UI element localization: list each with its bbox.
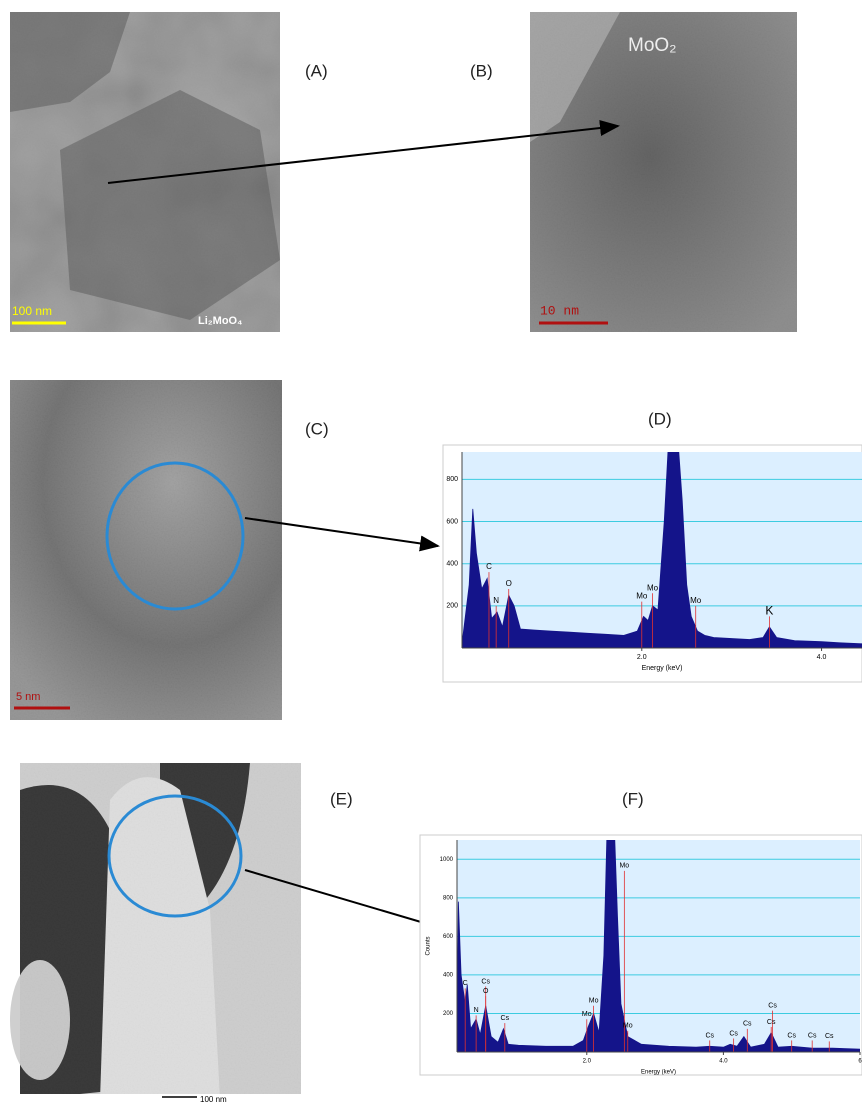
x-tick-label: 6 xyxy=(858,1059,862,1065)
peak-label: O xyxy=(483,988,489,995)
y-tick-label: 400 xyxy=(446,561,458,568)
image-c xyxy=(10,380,282,720)
image-b xyxy=(530,12,797,332)
panel-label: (B) xyxy=(470,61,493,80)
y-tick-label: 800 xyxy=(443,895,454,901)
peak-label: Mo xyxy=(647,583,659,592)
panel-label: (C) xyxy=(305,419,329,438)
x-tick-label: 2.0 xyxy=(637,654,647,661)
peak-label: Mo xyxy=(619,863,629,870)
y-tick-label: 600 xyxy=(446,518,458,525)
peak-label: Mo xyxy=(582,1011,592,1018)
peak-label: Mo xyxy=(690,596,702,605)
peak-label: O xyxy=(506,579,512,588)
plot xyxy=(457,840,860,1052)
spectrum xyxy=(457,840,860,1052)
y-tick-label: 600 xyxy=(443,934,454,940)
peak-label: Cs xyxy=(743,1021,752,1028)
scale-label: 10 nm xyxy=(540,303,579,318)
panel-label: (A) xyxy=(305,61,328,80)
image-e xyxy=(10,763,301,1106)
peak-label: Cs xyxy=(767,1019,776,1026)
peak-label: Cs xyxy=(705,1032,714,1039)
caption: MoO₂ xyxy=(628,35,677,56)
peak-label: Cs xyxy=(808,1032,817,1039)
plot-area xyxy=(457,840,860,1052)
highlight-circle xyxy=(107,794,243,918)
arrow xyxy=(244,517,440,552)
y-tick-label: 1000 xyxy=(440,857,454,863)
plot xyxy=(462,452,862,648)
panel-label: (E) xyxy=(330,789,353,808)
scale-label: 5 nm xyxy=(16,691,40,703)
x-tick-label: 4.0 xyxy=(719,1059,728,1065)
peak-label: C xyxy=(486,562,492,571)
peak-label: Cs xyxy=(729,1030,738,1037)
peak-label: C xyxy=(463,980,468,987)
peak-label: Mo xyxy=(636,592,648,601)
scale-label: 100 nm xyxy=(200,1095,227,1104)
peak-label: N xyxy=(474,1007,479,1014)
panel-label: (F) xyxy=(622,789,644,808)
x-axis-label: Energy (keV) xyxy=(642,665,683,672)
peak-label: Cs xyxy=(501,1015,510,1022)
peak-label: Cs xyxy=(768,1002,777,1009)
peak-label: K xyxy=(765,604,773,618)
image-a xyxy=(10,12,280,332)
y-tick-label: 200 xyxy=(443,1011,454,1017)
y-tick-label: 200 xyxy=(446,603,458,610)
peak-label: N xyxy=(493,596,499,605)
peak-label: Cs xyxy=(787,1032,796,1039)
caption: Li₂MoO₄ xyxy=(198,315,242,327)
highlight-circle xyxy=(105,461,245,611)
arrow xyxy=(107,120,620,184)
spectrum-chart: 200 400 600 800 1000 2.0 4.0 6 C N O Cs Cs Mo Mo Mo Mo Cs… xyxy=(419,834,862,1076)
y-axis-label: Counts xyxy=(426,936,432,955)
peak-label: Cs xyxy=(825,1033,834,1040)
peak-label: Mo xyxy=(589,998,599,1005)
scale-label: 100 nm xyxy=(12,304,52,318)
peak-label: Cs xyxy=(481,978,490,985)
y-tick-label: 400 xyxy=(443,972,454,978)
panel-label: (D) xyxy=(648,409,672,428)
x-axis-label: Energy (keV) xyxy=(641,1070,676,1076)
x-tick-label: 2.0 xyxy=(583,1059,592,1065)
y-tick-label: 800 xyxy=(446,476,458,483)
peak-label: Mo xyxy=(623,1023,633,1030)
x-tick-label: 4.0 xyxy=(817,654,827,661)
